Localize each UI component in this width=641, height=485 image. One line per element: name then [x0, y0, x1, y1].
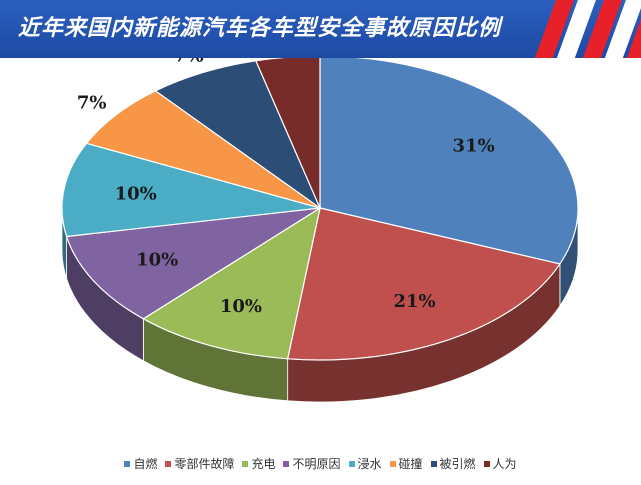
pie-slice-人为 [254, 58, 321, 209]
pie-top-faces [61, 58, 579, 361]
pie-slice-碰撞 [85, 90, 321, 209]
data-label-充电: 10% [220, 296, 262, 317]
chart-legend: 自燃 零部件故障 充电 不明原因 浸水 碰撞 被引燃 人为 [0, 455, 641, 472]
legend-swatch [430, 460, 437, 467]
legend-label: 人为 [492, 457, 517, 471]
legend-label: 零部件故障 [174, 457, 235, 471]
pie-slice-自燃 [319, 58, 579, 265]
legend-swatch [348, 460, 355, 467]
data-label-碰撞: 7% [77, 93, 107, 114]
pie-slice-不明原因 [65, 207, 321, 320]
legend-label: 充电 [251, 457, 276, 471]
legend-label: 自燃 [133, 457, 158, 471]
legend-swatch [124, 460, 131, 467]
legend-swatch [483, 460, 490, 467]
decorative-stripes [531, 0, 641, 58]
chart-title: 近年来国内新能源汽车各车型安全事故原因比例 [18, 16, 502, 41]
legend-label: 被引燃 [439, 457, 476, 471]
data-label-浸水: 10% [115, 183, 157, 204]
legend-item: 零部件故障 [165, 455, 234, 472]
title-bar: 近年来国内新能源汽车各车型安全事故原因比例 [0, 0, 641, 58]
pie-chart: 31%21%10%10%10%7%7%4% [61, 58, 579, 403]
legend-label: 浸水 [357, 457, 382, 471]
legend-item: 人为 [483, 455, 517, 472]
legend-item: 充电 [242, 455, 275, 472]
legend-label: 碰撞 [398, 457, 423, 471]
pie-slice-充电 [142, 206, 321, 360]
pie-labels: 31%21%10%10%10%7%7%4% [77, 58, 495, 317]
data-label-自燃: 31% [453, 135, 495, 156]
pie-slice-被引燃 [154, 60, 322, 210]
legend-item: 自燃 [124, 455, 157, 472]
legend-item: 不明原因 [283, 455, 341, 472]
legend-swatch [283, 460, 290, 467]
data-label-零部件故障: 21% [393, 291, 435, 312]
legend-swatch [389, 460, 396, 467]
legend-swatch [165, 460, 172, 467]
pie-slice-零部件故障 [286, 207, 561, 361]
legend-item: 浸水 [348, 455, 382, 472]
legend-item: 碰撞 [389, 455, 423, 472]
data-label-不明原因: 10% [136, 250, 178, 271]
legend-item: 被引燃 [430, 455, 476, 472]
legend-label: 不明原因 [292, 457, 341, 471]
pie-slice-浸水 [61, 142, 321, 238]
data-label-被引燃: 7% [174, 58, 204, 66]
legend-swatch [242, 460, 249, 467]
